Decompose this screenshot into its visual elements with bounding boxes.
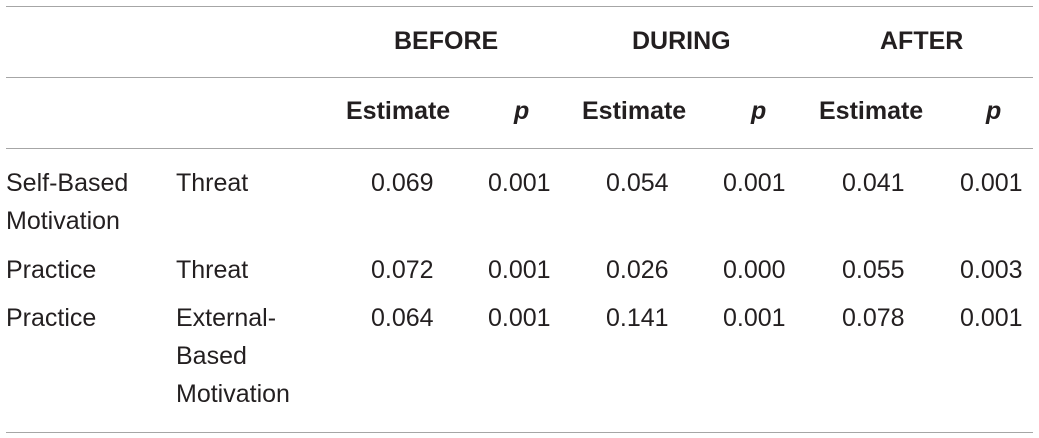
table-bottom-rule	[6, 432, 1033, 433]
subheader-during-p: p	[751, 97, 767, 125]
subheader-during-estimate: Estimate	[582, 97, 687, 125]
row-1-before-p: 0.001	[488, 169, 551, 197]
subheader-after-p: p	[986, 97, 1002, 125]
row-2-before-p: 0.001	[488, 256, 551, 284]
row-2-during-p: 0.000	[723, 256, 786, 284]
row-1-predictor-line-1: Self-Based	[6, 169, 129, 197]
row-3-after-estimate: 0.078	[842, 304, 905, 332]
table-row-3-predictor: Practice	[6, 304, 97, 332]
group-header-before: BEFORE	[394, 27, 499, 55]
row-1-during-estimate: 0.054	[606, 169, 669, 197]
row-3-after-p: 0.001	[960, 304, 1023, 332]
row-1-predictor-line-2: Motivation	[6, 207, 120, 235]
row-3-during-estimate: 0.141	[606, 304, 669, 332]
table-row-1-predictor: Self-Based Motivation	[6, 164, 128, 240]
row-2-during-estimate: 0.026	[606, 256, 669, 284]
subheader-before-estimate: Estimate	[346, 97, 451, 125]
subheader-before-p: p	[514, 97, 530, 125]
row-3-during-p: 0.001	[723, 304, 786, 332]
row-3-outcome-line-1: External-	[176, 304, 277, 332]
row-1-after-estimate: 0.041	[842, 169, 905, 197]
table-row-1-outcome: Threat	[176, 169, 249, 197]
row-1-before-estimate: 0.069	[371, 169, 434, 197]
table-row-2-predictor: Practice	[6, 256, 97, 284]
row-3-outcome-line-2: Based	[176, 342, 247, 370]
header-divider-rule	[6, 77, 1033, 78]
row-1-after-p: 0.001	[960, 169, 1023, 197]
row-3-before-estimate: 0.064	[371, 304, 434, 332]
table-top-rule	[6, 6, 1033, 7]
group-header-after: AFTER	[880, 27, 964, 55]
row-3-outcome-line-3: Motivation	[176, 380, 290, 408]
row-2-after-p: 0.003	[960, 256, 1023, 284]
group-header-during: DURING	[632, 27, 731, 55]
row-2-before-estimate: 0.072	[371, 256, 434, 284]
row-1-during-p: 0.001	[723, 169, 786, 197]
table-row-2-outcome: Threat	[176, 256, 249, 284]
subheader-divider-rule	[6, 148, 1033, 149]
row-2-after-estimate: 0.055	[842, 256, 905, 284]
subheader-after-estimate: Estimate	[819, 97, 924, 125]
row-3-before-p: 0.001	[488, 304, 551, 332]
table-row-3-outcome: External- Based Motivation	[176, 299, 290, 413]
